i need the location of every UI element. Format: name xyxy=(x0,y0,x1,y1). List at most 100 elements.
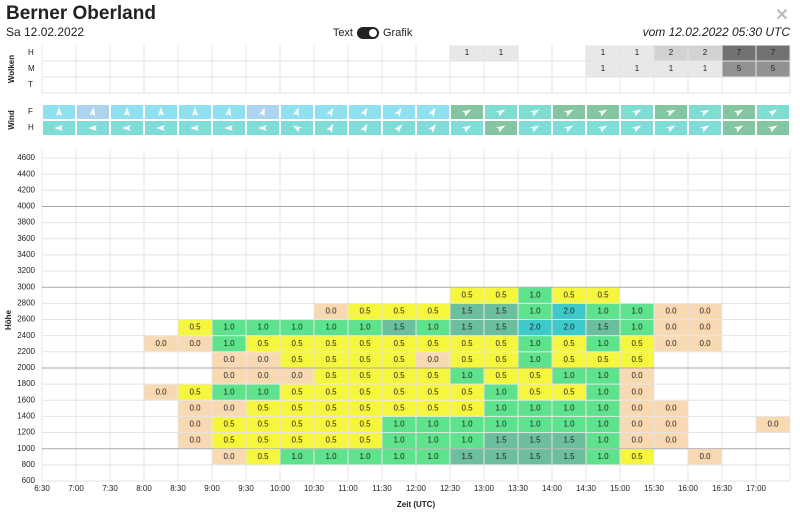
lift-cell xyxy=(620,433,654,449)
lift-value: 0.0 xyxy=(631,436,643,445)
wind-arrow xyxy=(530,109,540,117)
lift-value: 1.0 xyxy=(597,339,609,348)
lift-value: 0.5 xyxy=(529,371,541,380)
x-tick-label: 9:30 xyxy=(238,484,254,493)
lift-cell xyxy=(518,336,552,352)
lift-cell xyxy=(552,352,586,368)
cloud-value: 5 xyxy=(771,64,776,73)
wind-arrow xyxy=(496,125,506,133)
lift-cell xyxy=(246,336,280,352)
lift-cell xyxy=(416,320,450,336)
y-tick-label: 2800 xyxy=(17,298,35,307)
y-tick-label: 600 xyxy=(22,476,36,485)
lift-cell xyxy=(586,336,620,352)
lift-value: 0.0 xyxy=(223,403,235,412)
lift-value: 0.0 xyxy=(699,307,711,316)
lift-value: 0.5 xyxy=(291,420,303,429)
cloud-value: 2 xyxy=(703,48,708,57)
lift-cell xyxy=(314,320,348,336)
cloud-cell xyxy=(450,45,484,61)
lift-cell xyxy=(314,400,348,416)
wind-arrow xyxy=(666,125,676,133)
cloud-value: 1 xyxy=(601,64,606,73)
lift-value: 0.5 xyxy=(393,403,405,412)
lift-value: 0.5 xyxy=(461,290,473,299)
lift-value: 1.0 xyxy=(461,436,473,445)
lift-cell xyxy=(382,336,416,352)
y-tick-label: 3400 xyxy=(17,250,35,259)
y-tick-label: 3000 xyxy=(17,282,35,291)
lift-value: 0.0 xyxy=(665,420,677,429)
lift-cell xyxy=(518,433,552,449)
lift-value: 1.0 xyxy=(597,436,609,445)
lift-cell xyxy=(246,449,280,465)
lift-value: 0.5 xyxy=(427,339,439,348)
lift-cell xyxy=(314,384,348,400)
lift-value: 0.5 xyxy=(325,387,337,396)
clouds-label: Wolken xyxy=(7,55,16,83)
lift-cell xyxy=(484,336,518,352)
lift-value: 0.5 xyxy=(597,290,609,299)
wind-arrow xyxy=(428,107,436,117)
lift-cell xyxy=(484,303,518,319)
lift-value: 0.0 xyxy=(665,323,677,332)
lift-cell xyxy=(620,303,654,319)
lift-cell xyxy=(586,416,620,433)
close-button[interactable]: ✕ xyxy=(775,7,788,24)
lift-cell xyxy=(484,449,518,465)
lift-value: 1.0 xyxy=(257,323,269,332)
x-tick-label: 12:30 xyxy=(440,484,461,493)
y-tick-label: 2000 xyxy=(17,363,35,372)
lift-cell xyxy=(620,352,654,368)
lift-value: 1.0 xyxy=(495,403,507,412)
wind-arrow xyxy=(632,125,642,133)
lift-cell xyxy=(450,416,484,433)
toggle-text[interactable]: Text xyxy=(333,27,353,39)
lift-cell xyxy=(450,368,484,384)
lift-cell xyxy=(348,303,382,319)
cloud-value: 1 xyxy=(703,64,708,73)
cloud-cell xyxy=(586,45,620,61)
lift-value: 1.0 xyxy=(597,307,609,316)
row-label: T xyxy=(28,80,33,89)
cloud-cell xyxy=(756,45,790,61)
lift-value: 0.5 xyxy=(359,371,371,380)
cloud-cell xyxy=(688,61,722,77)
lift-cell xyxy=(484,416,518,433)
toggle-grafik[interactable]: Grafik xyxy=(383,27,413,39)
row-label: H xyxy=(28,48,34,57)
lift-value: 0.5 xyxy=(257,339,269,348)
lift-cell xyxy=(484,320,518,336)
x-tick-label: 6:30 xyxy=(34,484,50,493)
y-tick-label: 800 xyxy=(22,460,36,469)
wind-arrow xyxy=(190,125,199,131)
cloud-value: 2 xyxy=(669,48,674,57)
date: Sa 12.02.2022 xyxy=(6,25,84,39)
lift-value: 1.0 xyxy=(461,420,473,429)
row-label: M xyxy=(28,64,35,73)
lift-cell xyxy=(518,416,552,433)
lift-cell xyxy=(178,416,212,433)
wind-arrow xyxy=(734,125,744,133)
lift-value: 0.5 xyxy=(325,436,337,445)
lift-cell xyxy=(212,433,246,449)
wind-arrow xyxy=(326,123,334,133)
lift-cell xyxy=(654,416,688,433)
lift-cell xyxy=(450,352,484,368)
lift-value: 1.0 xyxy=(325,452,337,461)
wind-arrow xyxy=(360,123,368,133)
lift-value: 1.0 xyxy=(393,452,405,461)
lift-cell xyxy=(620,449,654,465)
lift-cell xyxy=(450,303,484,319)
lift-value: 0.0 xyxy=(189,339,201,348)
lift-cell xyxy=(620,384,654,400)
lift-cell xyxy=(620,336,654,352)
lift-value: 0.0 xyxy=(699,339,711,348)
lift-value: 1.0 xyxy=(529,339,541,348)
lift-value: 0.5 xyxy=(189,323,201,332)
lift-cell xyxy=(518,352,552,368)
lift-value: 0.5 xyxy=(461,403,473,412)
y-tick-label: 2600 xyxy=(17,315,35,324)
lift-cell xyxy=(416,400,450,416)
cloud-cell xyxy=(722,45,756,61)
